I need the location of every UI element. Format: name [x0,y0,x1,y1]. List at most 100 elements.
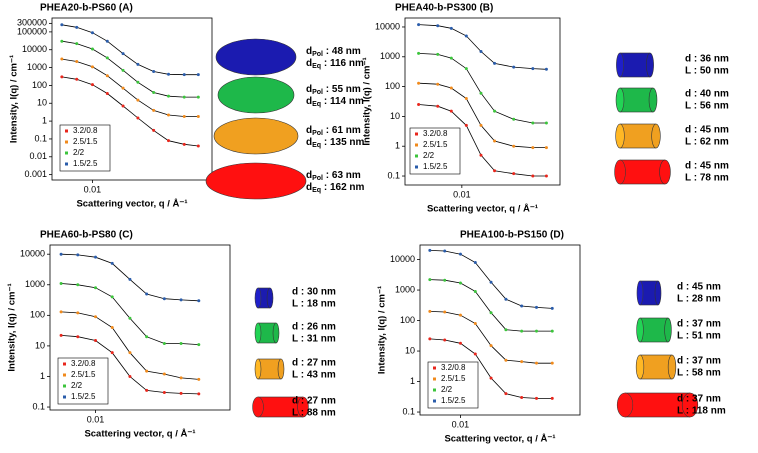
annotation: dEq : 162 nm [306,182,365,195]
data-point [417,51,421,55]
data-point [449,56,453,60]
annotation: dEq : 135 nm [306,137,365,150]
data-point [90,47,94,51]
data-point [75,42,79,46]
legend-swatch [65,151,68,155]
annotation-rest: : 114 nm [321,96,364,107]
data-point [428,278,432,282]
data-point [443,338,447,342]
data-point [59,282,63,286]
annotation: d : 26 nm [292,322,336,333]
particle-shape-end [277,358,285,380]
data-point [179,391,183,395]
y-tick-label: 1000 [25,279,45,289]
data-point [458,281,462,285]
data-point [464,34,468,38]
legend-swatch [65,140,68,144]
data-point [428,337,432,341]
data-point [121,104,125,108]
data-point [76,253,80,257]
annotation: d : 40 nm [685,89,729,100]
data-point [489,376,493,380]
legend-label: 1.5/2.5 [73,159,98,168]
annotation: L : 18 nm [292,299,336,310]
legend-frame [427,361,479,409]
plot-frame [51,17,213,181]
x-tick-label: 0.01 [84,184,102,194]
annotation: L : 50 nm [685,66,729,77]
annotation: L : 88 nm [292,408,336,419]
data-point [145,292,149,296]
legend-swatch [63,373,66,377]
particle-shape-cap [254,322,262,344]
data-point [436,52,440,56]
annotation-rest: : 55 nm [323,84,361,95]
data-point [197,392,201,396]
data-point [443,278,447,282]
particle-shape-cap [616,392,634,418]
particle-shape-end [297,396,309,418]
data-point [94,286,98,290]
data-point [544,146,548,150]
annotation-sub: Eq [312,142,321,149]
legend-swatch [415,132,418,136]
data-point [535,396,539,400]
data-point [105,74,109,78]
particle-shape [619,159,666,185]
annotation-main: d [306,46,312,57]
legend-swatch [65,162,68,166]
data-point [493,169,497,173]
legend-label: 2.5/1.5 [441,374,466,383]
y-axis-label: Intensity, I(q) / cm⁻¹ [377,286,388,374]
data-point [121,68,125,72]
annotation: L : 56 nm [685,101,729,112]
annotation: dEq : 116 nm [306,58,364,71]
panel-title: PHEA20-b-PS60 (A) [40,3,133,14]
particle-shape-end [651,123,661,149]
data-point [550,396,554,400]
data-point [428,309,432,313]
data-point [152,108,156,112]
annotation-rest: : 116 nm [321,58,364,69]
annotation: dPol : 61 nm [306,125,361,138]
data-point [544,121,548,125]
annotation: L : 43 nm [292,370,336,381]
particle-shape-end [667,354,677,380]
y-axis-label: Intensity, I(q) / cm⁻¹ [9,55,20,143]
legend-label: 3.2/0.8 [423,129,448,138]
annotation-sub: Pol [312,130,323,137]
data-point [436,104,440,108]
data-point [520,329,524,333]
annotation: L : 31 nm [292,334,336,345]
data-point [121,86,125,90]
data-point [493,139,497,143]
particle-shape [619,52,651,78]
y-axis-label: Intensity, I(q) / cm⁻¹ [7,283,18,371]
y-tick-label: 10 [37,98,47,108]
y-tick-label: 1 [42,115,47,125]
data-point [196,73,200,77]
data-point [493,61,497,65]
data-point [60,23,64,27]
fit-line [61,58,199,117]
data-point [417,81,421,85]
y-axis-label: Intensity, I(q) / cm⁻¹ [362,57,373,145]
y-tick-label: 0.1 [32,401,45,411]
data-point [94,255,98,259]
particle-shape-end [646,52,654,78]
data-point [473,289,477,293]
y-tick-label: 10000 [375,21,400,31]
legend-label: 1.5/2.5 [441,396,466,405]
annotation-main: d [306,170,312,181]
data-point [179,376,183,380]
legend-swatch [415,165,418,169]
particle-shape-cap [616,52,624,78]
data-point [489,280,493,284]
data-point [479,123,483,127]
y-tick-label: 10000 [390,254,415,264]
fit-line [61,76,199,147]
x-tick-label: 0.01 [453,189,471,199]
legend-swatch [433,388,436,392]
data-point [152,70,156,74]
data-point [449,26,453,30]
